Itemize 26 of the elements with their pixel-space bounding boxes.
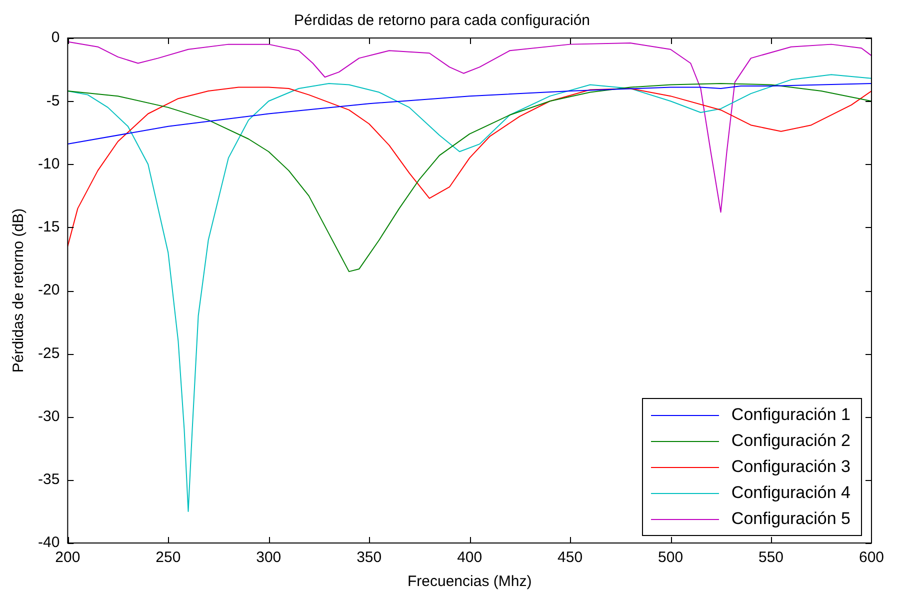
legend-label: Configuración 2 xyxy=(731,431,850,451)
y-tick-label: 0 xyxy=(51,29,60,46)
legend-label: Configuración 4 xyxy=(731,483,850,503)
x-tick-label: 250 xyxy=(156,549,181,566)
y-tick-label: -25 xyxy=(38,344,60,362)
x-tick-label: 600 xyxy=(858,549,884,566)
y-tick-label: -10 xyxy=(38,155,60,172)
y-axis-title: Pérdidas de retorno (dB) xyxy=(10,208,28,373)
y-tick-label: -15 xyxy=(38,218,60,236)
x-tick-label: 550 xyxy=(758,549,784,566)
x-tick-label: 200 xyxy=(55,549,80,566)
y-tick-label: -20 xyxy=(38,282,60,299)
y-tick-label: -30 xyxy=(38,408,60,425)
y-tick-label: -40 xyxy=(38,534,60,552)
y-tick-label: -5 xyxy=(46,92,60,110)
x-tick-label: 450 xyxy=(558,549,583,566)
x-tick-label: 350 xyxy=(356,549,382,566)
x-axis-title: Frecuencias (Mhz) xyxy=(407,573,532,590)
legend-label: Configuración 1 xyxy=(731,405,850,425)
y-tick-label: -35 xyxy=(38,471,60,488)
x-tick-label: 300 xyxy=(256,549,282,566)
x-tick-label: 400 xyxy=(457,549,482,566)
chart-title: Pérdidas de retorno para cada configuración xyxy=(294,12,590,30)
x-tick-label: 500 xyxy=(658,549,684,566)
legend-label: Configuración 5 xyxy=(731,509,850,529)
legend-label: Configuración 3 xyxy=(731,457,850,477)
